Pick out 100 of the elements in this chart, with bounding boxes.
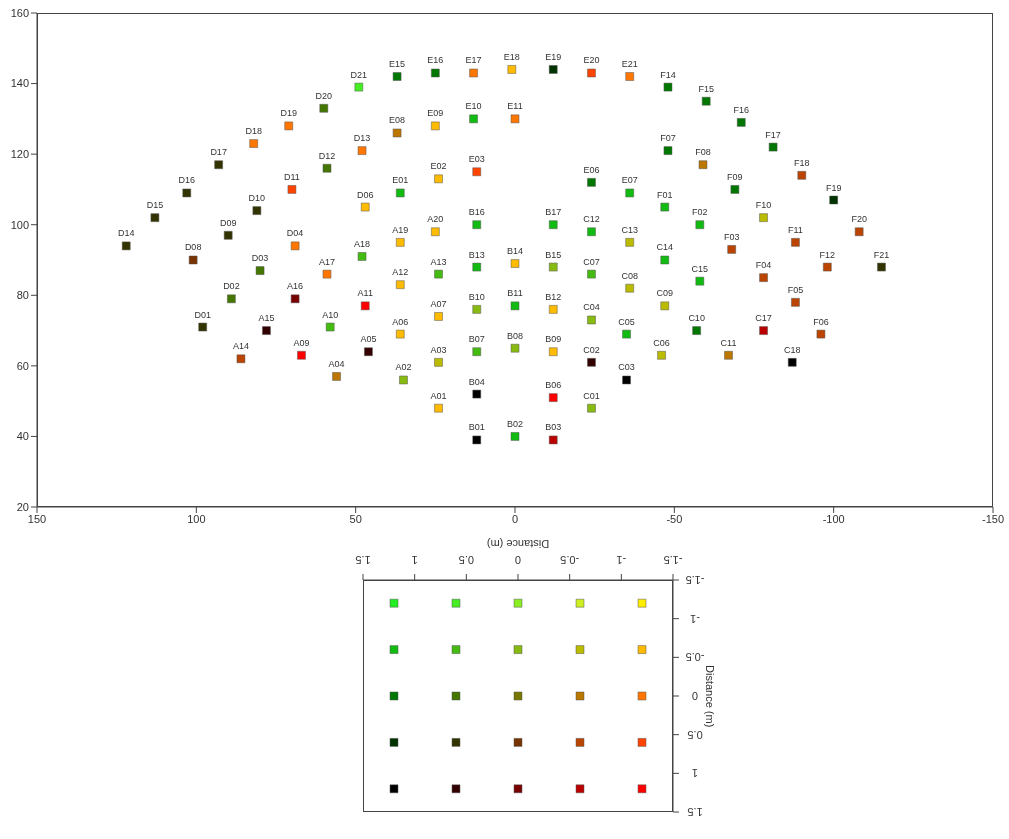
data-label: F10 <box>755 200 772 211</box>
data-label: D18 <box>245 126 262 137</box>
point <box>637 645 647 654</box>
data-label: C06 <box>653 337 670 348</box>
data-label: A11 <box>357 288 373 299</box>
data-label: C02 <box>583 344 600 355</box>
data-label: E07 <box>621 175 638 186</box>
data-label: D11 <box>284 171 300 182</box>
point <box>575 691 585 701</box>
data-label: F19 <box>825 182 842 193</box>
x-tick-label: -100 <box>822 512 845 525</box>
data-label: D14 <box>117 228 135 239</box>
y-tick-label: 0 <box>691 690 699 702</box>
y-tick-label: 120 <box>10 148 29 161</box>
point <box>513 691 523 701</box>
data-label: D08 <box>184 242 202 253</box>
data-label: A03 <box>430 344 447 355</box>
data-label: C14 <box>656 242 674 253</box>
x-tick-label: -50 <box>666 512 683 525</box>
y-tick-label: 140 <box>10 77 29 90</box>
point <box>451 598 461 608</box>
data-label: B15 <box>545 249 562 260</box>
point <box>637 738 647 747</box>
data-label: D12 <box>318 150 336 161</box>
point <box>637 598 647 608</box>
data-label: B11 <box>507 288 523 299</box>
data-label: F02 <box>692 207 708 218</box>
y-tick-label: 80 <box>16 289 29 302</box>
point <box>389 738 399 747</box>
data-label: F11 <box>788 224 803 235</box>
data-label: D01 <box>194 309 211 320</box>
point <box>451 645 461 654</box>
data-label: D06 <box>356 189 374 200</box>
data-label: E09 <box>427 108 444 119</box>
data-label: F09 <box>727 171 743 182</box>
y-tick-label: -1.5 <box>685 574 705 586</box>
point <box>637 691 647 701</box>
x-tick-label: -1 <box>616 554 627 566</box>
data-label: D13 <box>353 133 371 144</box>
data-label: C03 <box>618 362 635 373</box>
data-label: D16 <box>178 175 196 186</box>
data-label: D02 <box>223 281 240 292</box>
data-label: C12 <box>583 214 600 225</box>
y-tick-label: 100 <box>10 218 29 231</box>
data-label: B06 <box>545 380 562 391</box>
data-label: F08 <box>695 147 711 158</box>
data-label: A14 <box>232 341 249 352</box>
y-tick-label: 1.5 <box>687 806 703 818</box>
data-label: F15 <box>698 83 714 94</box>
x-tick-label: 1.5 <box>355 554 371 566</box>
data-label: B13 <box>468 249 485 260</box>
data-label: B09 <box>545 334 562 345</box>
point <box>513 598 523 608</box>
data-label: D19 <box>280 108 297 119</box>
data-label: A02 <box>395 362 412 373</box>
data-label: B16 <box>468 207 485 218</box>
data-label: B03 <box>545 422 562 433</box>
point <box>575 784 585 794</box>
x-tick-label: 0 <box>514 554 522 566</box>
data-label: F20 <box>851 214 867 225</box>
data-label: C07 <box>583 256 600 267</box>
point <box>389 691 399 701</box>
data-label: D09 <box>219 217 237 228</box>
data-label: A05 <box>360 334 377 345</box>
data-label: A17 <box>318 256 335 267</box>
data-label: C01 <box>583 390 600 401</box>
data-label: B04 <box>468 376 485 387</box>
data-label: B14 <box>506 246 524 257</box>
data-label: B02 <box>506 418 524 429</box>
data-label: E20 <box>583 55 600 66</box>
point <box>513 738 523 747</box>
data-label: A04 <box>328 358 345 369</box>
data-label: B12 <box>545 291 562 302</box>
data-label: D21 <box>350 69 368 80</box>
x-tick-label: 0.5 <box>458 554 474 566</box>
y-axis-title: Distance (m) <box>704 663 716 730</box>
data-label: A18 <box>354 238 371 249</box>
data-label: C17 <box>755 313 772 324</box>
data-label: E01 <box>392 175 409 186</box>
data-label: E10 <box>465 101 482 112</box>
point <box>389 598 399 608</box>
x-tick-label: -1.5 <box>663 554 683 566</box>
data-label: C15 <box>691 263 709 274</box>
data-label: F14 <box>660 69 676 80</box>
data-label: F16 <box>733 104 750 115</box>
y-tick-label: -1 <box>690 612 700 625</box>
data-label: B07 <box>468 334 485 345</box>
data-label: C08 <box>621 270 638 281</box>
data-label: F21 <box>873 249 890 260</box>
data-label: E16 <box>427 55 444 66</box>
data-label: A13 <box>430 256 447 267</box>
data-label: F03 <box>723 231 740 242</box>
data-label: C13 <box>621 224 638 235</box>
data-label: E18 <box>503 51 520 62</box>
data-label: A19 <box>392 224 409 235</box>
data-label: F04 <box>755 260 772 271</box>
point <box>575 598 585 608</box>
data-label: C04 <box>583 302 600 313</box>
point <box>575 645 585 654</box>
point <box>389 645 399 654</box>
